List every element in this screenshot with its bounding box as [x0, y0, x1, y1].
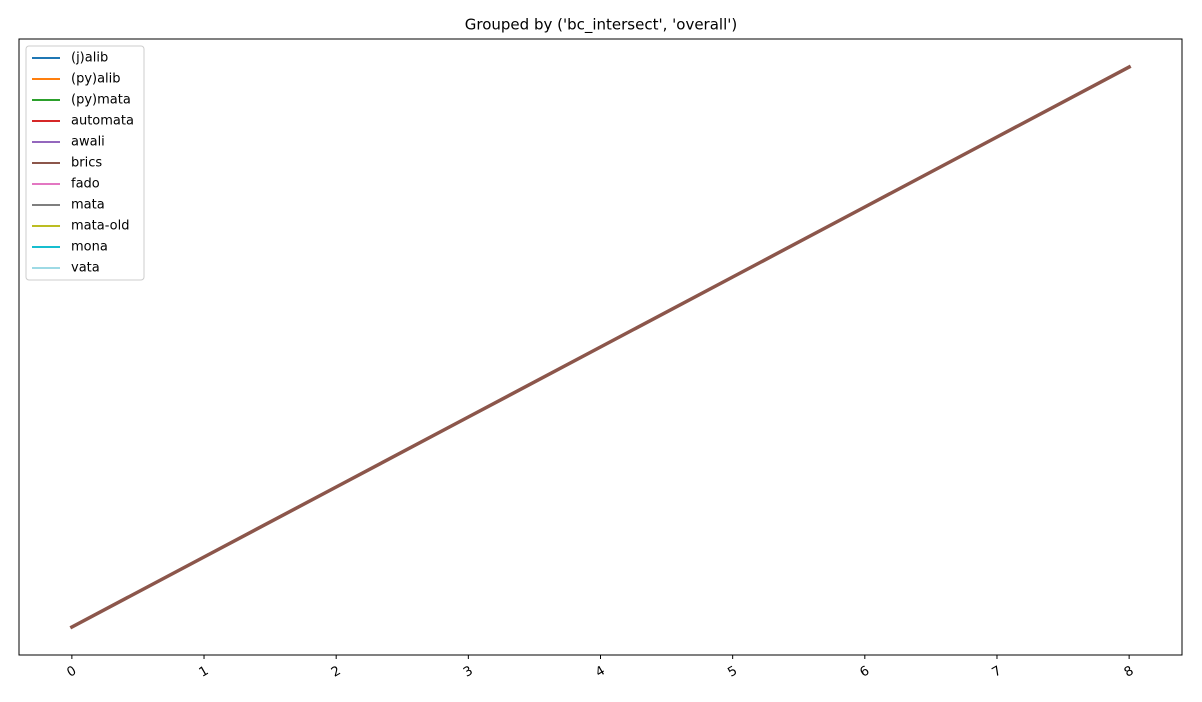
legend-label: brics: [71, 156, 102, 171]
legend-label: mata-old: [71, 219, 129, 234]
legend-label: mata: [71, 198, 105, 213]
x-tick-label: 2: [329, 663, 344, 680]
x-tick-label: 6: [857, 663, 872, 680]
x-tick-label: 5: [725, 663, 740, 680]
legend-label: vata: [71, 261, 100, 276]
legend-label: automata: [71, 114, 134, 129]
series-line: [69, 64, 1132, 630]
axes-frame: [18, 38, 1183, 656]
legend-label: mona: [71, 240, 108, 255]
legend-label: fado: [71, 177, 100, 192]
legend-label: awali: [71, 135, 105, 150]
legend-label: (py)alib: [71, 72, 121, 87]
legend-label: (py)mata: [71, 93, 131, 108]
chart-title: Grouped by ('bc_intersect', 'overall'): [465, 16, 737, 35]
x-tick-label: 7: [990, 663, 1005, 680]
x-tick-label: 0: [65, 663, 80, 680]
legend-label: (j)alib: [71, 51, 108, 66]
x-tick-label: 3: [461, 663, 476, 680]
x-tick-label: 4: [593, 663, 608, 680]
legend-box: [25, 45, 145, 281]
x-tick-label: 1: [197, 663, 212, 680]
x-tick-label: 8: [1122, 663, 1137, 680]
